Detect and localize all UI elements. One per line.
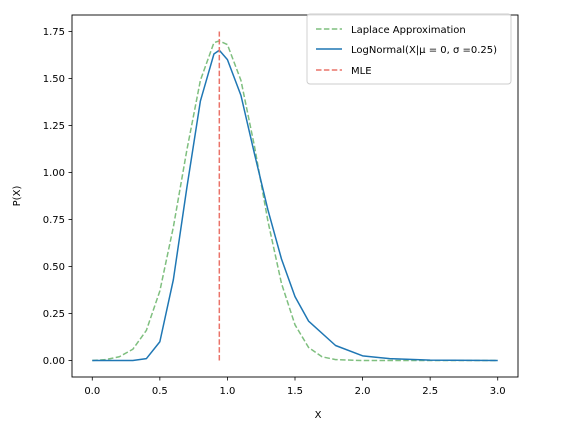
y-tick-label: 1.00 xyxy=(43,168,65,179)
y-axis: 0.00 0.25 0.50 0.75 1.00 1.25 1.50 1.75 xyxy=(43,27,72,367)
lognormal-line xyxy=(92,49,498,362)
x-tick-label: 1.5 xyxy=(287,386,303,397)
plot-lines xyxy=(92,31,498,362)
x-tick-label: 3.0 xyxy=(490,386,506,397)
laplace-approximation-line xyxy=(92,40,498,362)
y-axis-label: P(X) xyxy=(12,186,23,207)
legend: Laplace Approximation LogNormal(X|μ = 0,… xyxy=(306,13,512,85)
x-tick-label: 0.5 xyxy=(152,386,168,397)
x-axis: 0.0 0.5 1.0 1.5 2.0 2.5 3.0 xyxy=(84,377,506,397)
y-tick-label: 0.75 xyxy=(43,215,65,226)
x-tick-label: 2.5 xyxy=(422,386,438,397)
legend-label-mle: MLE xyxy=(351,66,372,77)
legend-frame xyxy=(306,13,512,85)
x-axis-label: X xyxy=(315,410,322,421)
x-tick-label: 0.0 xyxy=(84,386,100,397)
y-tick-label: 1.75 xyxy=(43,27,65,38)
y-tick-label: 1.25 xyxy=(43,121,65,132)
legend-label-laplace: Laplace Approximation xyxy=(351,25,466,36)
y-tick-label: 0.25 xyxy=(43,309,65,320)
y-tick-label: 0.00 xyxy=(43,356,65,367)
x-tick-label: 2.0 xyxy=(355,386,371,397)
y-tick-label: 1.50 xyxy=(43,74,65,85)
x-tick-label: 1.0 xyxy=(219,386,235,397)
y-tick-label: 0.50 xyxy=(43,262,65,273)
legend-label-lognormal: LogNormal(X|μ = 0, σ =0.25) xyxy=(351,45,497,56)
